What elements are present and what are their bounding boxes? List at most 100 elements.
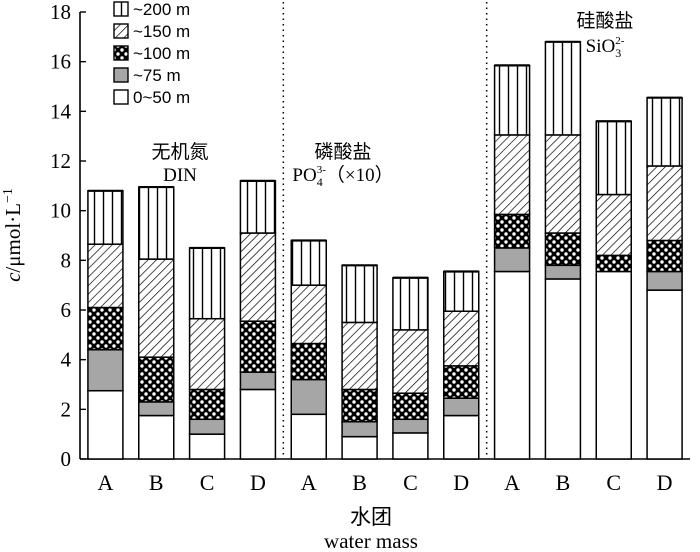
x-tick-label: B (352, 470, 367, 495)
x-tick-label: C (403, 470, 418, 495)
bar-segment (188, 247, 226, 320)
bar-segment (138, 356, 175, 403)
bar-segment (87, 243, 124, 309)
bar-segment (493, 64, 531, 136)
bar-segment (493, 213, 531, 249)
bar-segment (646, 96, 683, 167)
bar-segment (544, 134, 582, 234)
y-tick-label: 4 (61, 348, 72, 372)
x-tick-label: B (149, 470, 164, 495)
y-tick-label: 10 (50, 199, 71, 223)
y-tick-label: 6 (61, 298, 72, 322)
y-tick-label: 2 (61, 397, 72, 421)
x-tick-label: A (97, 470, 113, 495)
panel-label-en: SiO32- (586, 35, 625, 60)
bar-segment (443, 270, 480, 312)
bar-segment (493, 247, 531, 273)
panel-label-en: DIN (163, 165, 197, 186)
bar-segment (87, 348, 124, 392)
bar-segment (341, 264, 378, 324)
bar-segment (544, 41, 582, 136)
bar-segment (188, 418, 226, 435)
x-tick-label: C (606, 470, 621, 495)
bar-segment (493, 270, 531, 460)
x-tick-label: B (556, 470, 571, 495)
bar-segment (595, 254, 632, 273)
bar-segment (188, 317, 226, 391)
bar-segment (544, 232, 582, 267)
panel-label-cn: 磷酸盐 (314, 141, 371, 163)
bar-segment (87, 389, 124, 460)
bar-segment (646, 239, 683, 273)
x-axis-title-cn: 水团 (350, 505, 392, 529)
bar-segment (595, 270, 632, 460)
panel-label-cn: 硅酸盐 (576, 10, 633, 32)
bar-segment (290, 284, 327, 345)
x-axis-title-en: water mass (324, 529, 418, 552)
legend-label: ~150 m (133, 22, 190, 41)
bar-segment (443, 310, 480, 367)
panel-label-cn: 无机氮 (151, 141, 208, 163)
bar-segment (392, 392, 429, 421)
bar-segment (646, 289, 683, 460)
bar-segment (290, 342, 327, 381)
y-tick-label: 18 (50, 0, 71, 24)
bar-segment (138, 414, 175, 460)
bar-segment (138, 401, 175, 417)
bar-segment (239, 180, 277, 234)
y-tick-label: 14 (50, 99, 72, 123)
bar-segment (341, 321, 378, 391)
bar-segment (188, 388, 226, 421)
x-tick-label: D (250, 470, 266, 495)
legend-swatch (113, 1, 129, 17)
bar-segment (87, 306, 124, 351)
bar-segment (595, 120, 632, 196)
legend-label: ~75 m (133, 66, 181, 85)
legend-swatch (113, 23, 129, 39)
legend-swatch (113, 67, 129, 83)
bar-segment (646, 165, 683, 242)
legend-label: ~100 m (133, 44, 190, 63)
bar-segment (443, 414, 480, 460)
bar-segment (239, 388, 277, 460)
bar-segment (239, 371, 277, 391)
legend: ~200 m ~150 m ~100 m ~75 m 0~50 m (113, 0, 190, 107)
bar-segment (290, 239, 327, 286)
legend-swatch (113, 45, 129, 61)
bar-segment (392, 329, 429, 394)
bar-segment (392, 432, 429, 460)
bar-segment (595, 193, 632, 257)
x-tick-label: C (200, 470, 215, 495)
legend-swatch (113, 89, 129, 105)
y-tick-label: 8 (61, 248, 72, 272)
x-tick-label: D (453, 470, 469, 495)
bar-segment (290, 378, 327, 416)
y-tick-label: 12 (50, 149, 71, 173)
panel-label-en: PO43-（×10） (292, 164, 393, 189)
bar-segment (443, 365, 480, 399)
bar-segment (646, 270, 683, 291)
bar-segment (138, 258, 175, 358)
bar-segment (392, 418, 429, 434)
bar-segment (544, 278, 582, 460)
bar-segment (341, 421, 378, 438)
bar-segment (493, 134, 531, 216)
legend-label: 0~50 m (133, 88, 190, 107)
bar-segment (188, 433, 226, 460)
bar-segment (138, 186, 175, 260)
bar-segment (239, 320, 277, 373)
legend-label: ~200 m (133, 0, 190, 19)
y-tick-label: 16 (50, 50, 71, 74)
bar-segment (544, 264, 582, 280)
bar-segment (443, 397, 480, 417)
y-tick-label: 0 (61, 447, 72, 471)
bar-segment (87, 190, 124, 245)
bar-segment (239, 232, 277, 322)
bar-segment (341, 388, 378, 423)
y-axis-title: c/μmol·L−1 (1, 188, 25, 282)
x-tick-label: A (301, 470, 317, 495)
svg-text:c/μmol·L−1: c/μmol·L−1 (1, 188, 25, 282)
x-tick-label: A (504, 470, 520, 495)
